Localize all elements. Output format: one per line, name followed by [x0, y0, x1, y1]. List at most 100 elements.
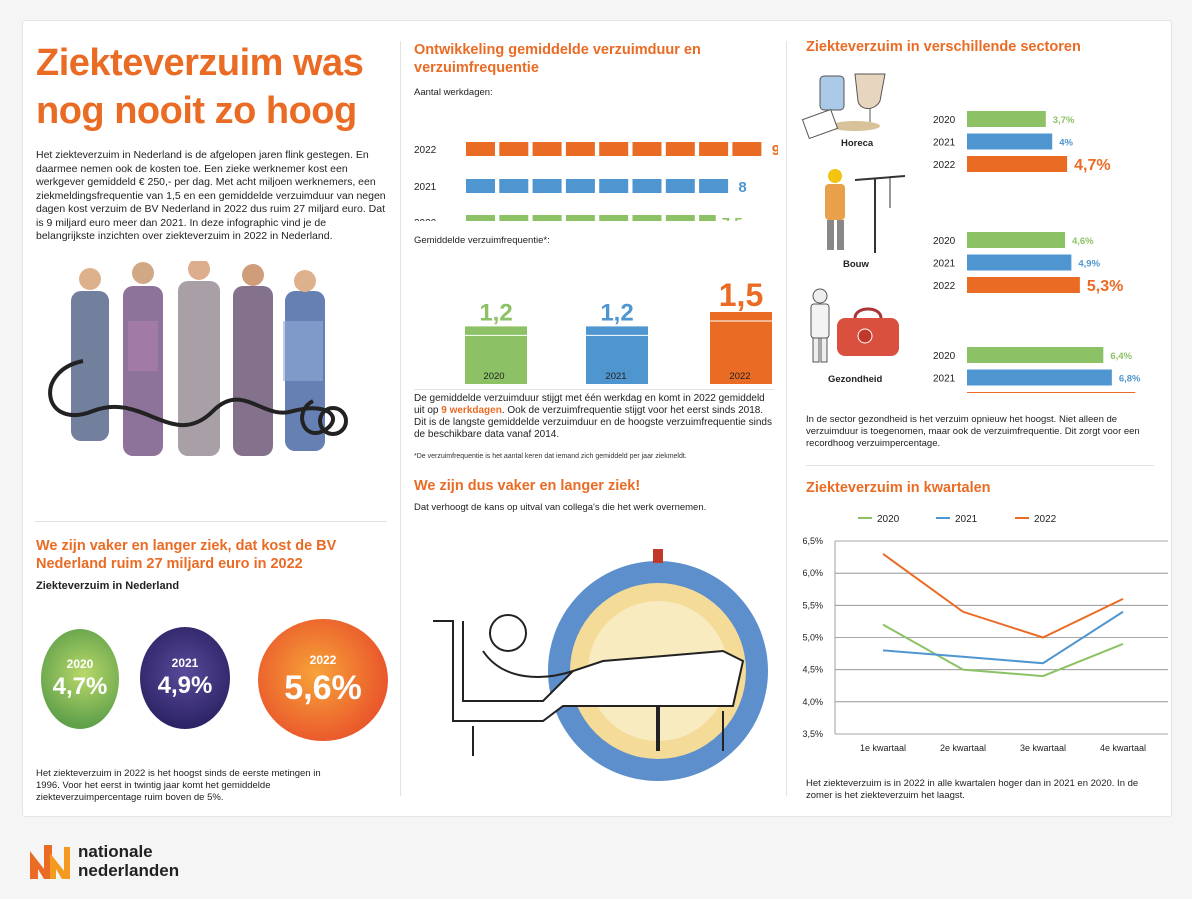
frequency-year-label: 2020: [483, 371, 505, 382]
divider: [400, 41, 401, 796]
frequency-footnote: *De verzuimfrequentie is het aantal kere…: [414, 453, 687, 460]
sick-title: We zijn dus vaker en langer ziek!: [414, 478, 641, 494]
sector-bar: [967, 156, 1068, 172]
sector-value-label: 4%: [1059, 138, 1073, 149]
x-tick-label: 2e kwartaal: [940, 743, 986, 753]
duration-bar-segment: [499, 215, 529, 221]
legend-label: 2020: [877, 514, 900, 525]
duration-paragraph: De gemiddelde verzuimduur stijgt met één…: [414, 393, 772, 440]
nederland-2021-blob: 2021 4,9%: [140, 627, 230, 729]
y-tick-label: 4,5%: [802, 665, 823, 675]
sector-year-label: 2022: [933, 160, 956, 171]
sector-chart: 2020 3,7% 2021 4% 2022 4,7% 2020 4,6% 2021 4,9% 20…: [933, 111, 1141, 393]
series-line-2021: [882, 610, 1124, 665]
duration-bar-segment: [466, 215, 495, 221]
sector-bar: [967, 254, 1072, 271]
nn-logo-icon: [30, 845, 70, 879]
frequency-year-label: 2022: [729, 371, 751, 382]
duration-bar-segment: [565, 215, 595, 221]
nl-subtitle: Ziekteverzuim in Nederland: [36, 580, 180, 592]
sector-value-label: 4,6%: [1072, 236, 1094, 247]
sector-year-label: 2021: [933, 138, 956, 149]
quarter-note: Het ziekteverzuim is in 2022 in alle kwa…: [806, 778, 1139, 801]
page-title: Ziekteverzuim was nog nooit zo hoog: [36, 42, 364, 132]
logo-text: nationale nederlanden: [78, 842, 180, 880]
blob-year: 2022: [309, 652, 337, 667]
duration-bar-segment: [532, 215, 562, 221]
quarter-title: Ziekteverzuim in kwartalen: [806, 480, 991, 496]
frequency-value-label: 1,5: [719, 277, 763, 313]
x-tick-label: 3e kwartaal: [1020, 743, 1066, 753]
nederland-2020-blob: 2020 4,7%: [41, 629, 119, 729]
y-tick-label: 5,0%: [802, 633, 823, 643]
sector-value-label: 4,7%: [1074, 157, 1110, 174]
duration-bar-segment: [665, 215, 695, 221]
left-footer-text: Het ziekteverzuim in 2022 is het hoogst …: [36, 768, 321, 803]
sector-bar: [967, 232, 1065, 248]
duration-bar-segment: [632, 215, 662, 221]
legend-label: 2022: [1034, 514, 1057, 525]
duration-year-label: 2020: [414, 218, 437, 221]
duration-value-label: 7,5: [722, 215, 743, 221]
sector-bar: [967, 133, 1053, 150]
sector-value-label: 6,8%: [1119, 374, 1141, 385]
sector-bar: [967, 111, 1046, 127]
sector-title: Ziekteverzuim in verschillende sectoren: [806, 39, 1081, 55]
duration-bar-segment: [499, 179, 529, 193]
duration-bar-segment: [565, 142, 595, 156]
duration-bar-segment: [532, 179, 562, 193]
horeca-icon: [801, 73, 886, 140]
infographic-card: Ziekteverzuim was nog nooit zo hoog Het …: [22, 20, 1172, 817]
duration-bar-segment: [466, 142, 495, 156]
y-tick-label: 6,0%: [802, 568, 823, 578]
series-line-2020: [882, 623, 1124, 678]
blob-year: 2021: [171, 656, 199, 670]
blob-value: 4,9%: [157, 672, 213, 699]
sector-year-label: 2021: [933, 374, 956, 385]
divider: [35, 521, 387, 522]
sector-year-label: 2020: [933, 236, 956, 247]
y-tick-label: 6,5%: [802, 536, 823, 546]
sector-value-label: 4,9%: [1078, 259, 1100, 270]
frequency-bar: [710, 312, 772, 384]
quarter-chart: 2020 2021 2022 6,5% 6,0% 5,5% 5,0% 4,5% 4,0% 3,5%…: [802, 514, 1168, 753]
duration-bar-segment: [632, 179, 662, 193]
y-tick-label: 4,0%: [802, 697, 823, 707]
divider: [786, 41, 787, 796]
frequency-value-label: 1,2: [479, 299, 512, 326]
blob-value: 4,7%: [52, 673, 108, 700]
duration-bar-segment: [665, 179, 695, 193]
nederland-2022-blob: 2022 5,6%: [258, 619, 388, 741]
sector-year-label: 2020: [933, 351, 956, 362]
sector-year-label: 2020: [933, 115, 956, 126]
duration-bar-segment: [699, 179, 729, 193]
nationale-nederlanden-logo[interactable]: nationale nederlanden: [26, 839, 196, 885]
intro-text: Het ziekteverzuim in Nederland is de afg…: [36, 149, 386, 242]
duration-value-label: 9: [772, 142, 778, 159]
gezondheid-icon: [810, 288, 899, 363]
duration-year-label: 2021: [414, 182, 437, 193]
people-illustration: [48, 261, 348, 456]
x-tick-label: 1e kwartaal: [860, 743, 906, 753]
sector-name: Gezondheid: [828, 374, 883, 385]
blob-year: 2020: [66, 657, 94, 671]
frequency-year-label: 2021: [605, 371, 627, 382]
frequency-value-label: 1,2: [600, 299, 633, 326]
sick-text: Dat verhoogt de kans op uitval van colle…: [414, 502, 707, 513]
divider: [414, 389, 774, 390]
duration-bar-segment: [665, 142, 695, 156]
sector-name: Bouw: [843, 259, 869, 270]
duration-bar-segment: [565, 179, 595, 193]
duration-bar-segment: [532, 142, 562, 156]
duration-bar-segment: [732, 142, 762, 156]
y-tick-label: 3,5%: [802, 729, 823, 739]
sector-year-label: 2022: [933, 281, 956, 292]
duration-bar-segment: [632, 142, 662, 156]
duration-value-label: 8: [738, 179, 746, 196]
duration-bar-segment: [499, 142, 529, 156]
sector-bar: [967, 277, 1080, 293]
sector-bar: [967, 369, 1112, 386]
duration-bar-segment: [599, 142, 629, 156]
duration-chart: 2022 9 2021 8 2020 7,5: [414, 142, 778, 221]
frequency-label: Gemiddelde verzuimfrequentie*:: [414, 235, 550, 246]
